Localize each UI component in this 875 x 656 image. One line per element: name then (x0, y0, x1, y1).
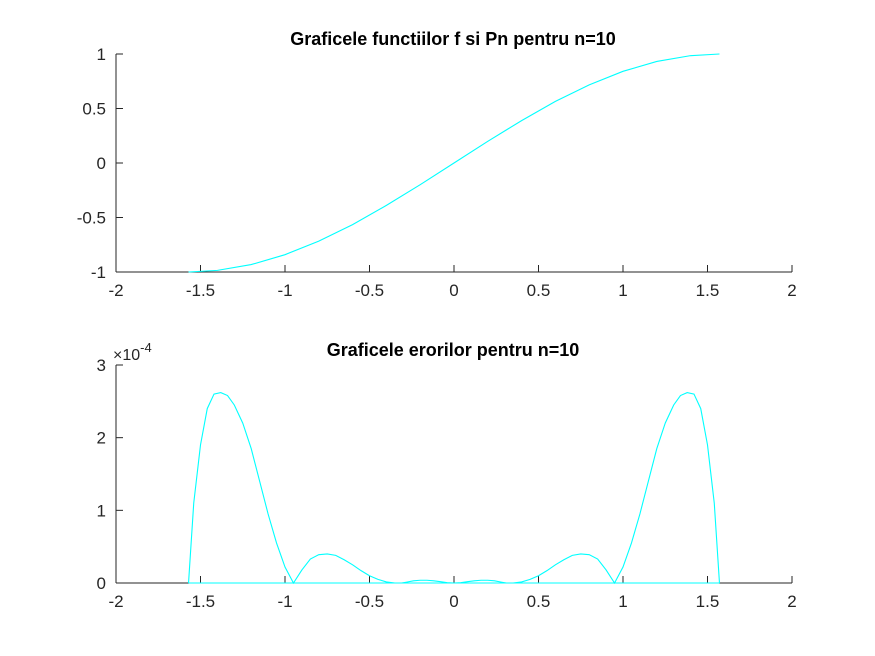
top-plot-y-tick-label: 0.5 (82, 100, 106, 119)
top-plot-x-tick-label: 0 (449, 281, 458, 300)
top-plot-y-tick-label: -1 (91, 263, 106, 282)
top-plot-axes: -2 -1.5 -1 -0.5 0 0.5 1 1.5 2 -1 -0.5 0 0.5 1 (77, 45, 797, 300)
bottom-plot-x-tick-label: -1.5 (186, 592, 215, 611)
top-plot-title: Graficele functiilor f si Pn pentru n=10 (290, 29, 616, 49)
y-exponent-base: ×10 (113, 347, 140, 364)
bottom-plot: Graficele erorilor pentru n=10 ×10-4 -2-… (97, 340, 797, 611)
top-plot-x-tick-label: -2 (108, 281, 123, 300)
bottom-plot-x-tick-label: 1 (618, 592, 627, 611)
bottom-plot-series-line-0 (187, 392, 721, 585)
y-exponent-power: -4 (140, 340, 152, 355)
top-plot-series (188, 53, 720, 273)
bottom-plot-axes: -2 -1.5 -1 -0.5 0 0.5 1 1.5 2 0 1 2 3 (97, 356, 797, 611)
top-plot-x-tick-label: -1 (277, 281, 292, 300)
bottom-plot-x-tick-label: 1.5 (696, 592, 720, 611)
top-plot-x-tick-label: 2 (787, 281, 796, 300)
top-plot-y-tick-label: -0.5 (77, 209, 106, 228)
bottom-plot-y-tick-label: 3 (97, 356, 106, 375)
bottom-plot-y-exponent: ×10-4 (113, 340, 152, 364)
bottom-plot-y-tick-label: 2 (97, 429, 106, 448)
top-plot-x-tick-label: 1 (618, 281, 627, 300)
top-plot-y-tick-label: 0 (97, 154, 106, 173)
top-plot-x-tick-label: -0.5 (355, 281, 384, 300)
top-plot-x-tick-label: 1.5 (696, 281, 720, 300)
bottom-plot-x-tick-label: -1 (277, 592, 292, 611)
top-plot-x-tick-label: 0.5 (527, 281, 551, 300)
bottom-plot-x-tick-label: 2 (787, 592, 796, 611)
bottom-plot-x-tick-label: 0.5 (527, 592, 551, 611)
top-plot-x-tick-label: -1.5 (186, 281, 215, 300)
bottom-plot-x-tick-label: 0 (449, 592, 458, 611)
bottom-plot-y-tick-label: 1 (97, 501, 106, 520)
bottom-plot-series (187, 392, 721, 585)
top-plot-series-line-0 (188, 53, 720, 273)
bottom-plot-x-tick-label: -2 (108, 592, 123, 611)
top-plot-y-tick-label: 1 (97, 45, 106, 64)
top-plot: Graficele functiilor f si Pn pentru n=10… (77, 29, 797, 300)
bottom-plot-y-tick-label: 0 (97, 574, 106, 593)
bottom-plot-title: Graficele erorilor pentru n=10 (327, 340, 580, 360)
bottom-plot-x-tick-label: -0.5 (355, 592, 384, 611)
